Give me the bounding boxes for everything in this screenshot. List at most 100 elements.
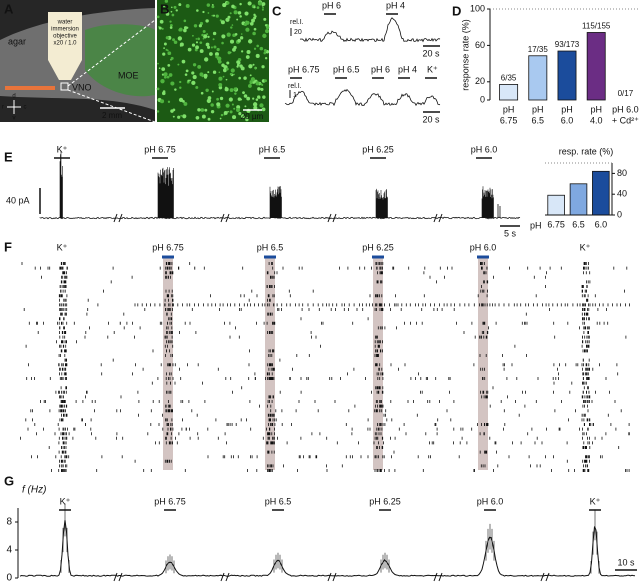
y-axis-label: response rate (%) <box>460 19 470 91</box>
cell <box>182 114 187 119</box>
current-trace <box>39 216 521 220</box>
x-tick-label: 6.5 <box>572 219 585 229</box>
cell <box>206 33 209 36</box>
cell <box>205 19 209 23</box>
cell <box>206 3 211 7</box>
cell <box>257 87 261 91</box>
cell <box>233 107 236 110</box>
cell <box>238 76 242 80</box>
spike-burst <box>497 204 501 218</box>
cell <box>179 86 182 89</box>
cell <box>227 51 231 55</box>
cell <box>256 44 260 48</box>
cell <box>233 87 237 91</box>
cell <box>166 49 169 52</box>
cell <box>157 62 159 65</box>
cell <box>158 26 162 30</box>
cell <box>240 66 245 71</box>
cell <box>236 18 239 21</box>
cell <box>181 59 186 64</box>
stimulus-label: pH 6.0 <box>470 242 497 252</box>
stimulus-label: pH 6.5 <box>259 144 286 154</box>
vno-bar <box>5 86 55 90</box>
cell <box>207 117 211 121</box>
scale-label: 1 <box>293 92 297 99</box>
panel-label: G <box>4 473 14 488</box>
cell <box>263 51 267 55</box>
cell <box>169 26 173 29</box>
cell <box>253 47 257 50</box>
stimulus-label: K⁺ <box>580 242 591 252</box>
bar <box>547 194 565 216</box>
cell <box>167 64 171 67</box>
cell <box>205 42 210 47</box>
cell <box>250 77 256 82</box>
cell <box>185 69 189 73</box>
cell <box>213 45 217 49</box>
panel-b-image <box>157 0 269 122</box>
cell <box>170 6 173 9</box>
y-tick-label: 100 <box>470 3 485 13</box>
cell <box>216 97 220 101</box>
cell <box>207 35 210 39</box>
y-tick-label: 4 <box>6 545 12 556</box>
cell <box>183 28 187 33</box>
cell <box>227 110 229 113</box>
stimulus-label: pH 6 <box>371 64 390 74</box>
cell <box>166 75 170 79</box>
cell <box>229 72 233 76</box>
panel-label: D <box>452 3 461 18</box>
x-tick-label: 6.0 <box>595 219 608 229</box>
cell <box>226 61 230 65</box>
cell <box>237 11 242 15</box>
moe-label: MOE <box>118 70 139 80</box>
cell <box>164 0 169 3</box>
spike-burst <box>375 188 388 218</box>
cell <box>156 87 160 91</box>
x-tick-label: 6.5 <box>532 115 545 125</box>
value-label: 93/173 <box>555 40 580 49</box>
cell <box>212 31 217 36</box>
bar <box>528 55 548 101</box>
objective-label: immersion <box>51 27 79 33</box>
stimulus-label: K⁺ <box>427 64 438 74</box>
orientation-label: d <box>12 94 15 100</box>
roi-square <box>60 82 69 91</box>
cell <box>243 76 247 80</box>
x-tick-label: pH <box>503 104 515 114</box>
cell <box>218 76 223 81</box>
value-label: 17/35 <box>528 45 549 54</box>
stimulus-window <box>373 258 383 470</box>
cell <box>239 36 244 40</box>
cell <box>246 96 251 101</box>
cell <box>202 29 206 33</box>
cell <box>197 37 200 41</box>
cell <box>163 5 165 8</box>
cell <box>221 34 226 39</box>
value-label: 0/17 <box>618 89 634 98</box>
cell <box>211 90 214 93</box>
cell <box>222 3 227 8</box>
cell <box>177 115 181 119</box>
cell <box>218 82 223 87</box>
cell <box>240 33 243 35</box>
cell <box>225 67 229 71</box>
cell <box>189 79 191 82</box>
stimulus-label: pH 6.0 <box>477 496 504 506</box>
cell <box>199 41 203 45</box>
cell <box>246 49 251 55</box>
cell <box>264 79 267 83</box>
cell <box>231 24 234 26</box>
cell <box>228 97 233 102</box>
cell <box>255 53 260 58</box>
agar-label: agar <box>8 36 26 46</box>
axis-break <box>327 572 337 582</box>
cell <box>252 63 255 66</box>
bar <box>499 84 519 101</box>
cell <box>261 4 264 7</box>
cell <box>245 117 249 122</box>
cell <box>162 52 166 56</box>
cell <box>204 57 209 62</box>
stimulus-label: pH 6.75 <box>154 496 186 506</box>
y-tick-label: 40 <box>617 189 627 199</box>
